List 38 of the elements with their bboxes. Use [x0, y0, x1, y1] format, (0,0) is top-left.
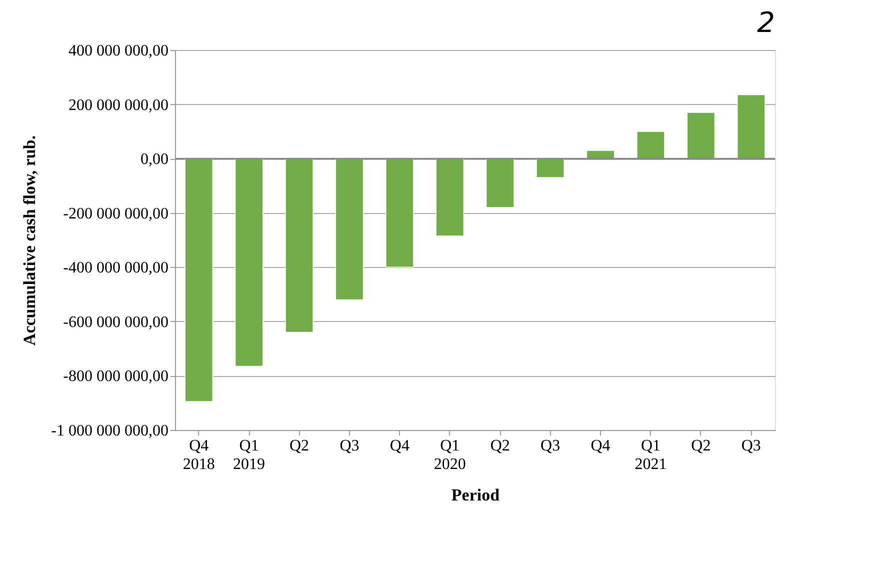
bar: [436, 158, 464, 236]
x-tick-label: Q4: [189, 438, 209, 454]
bar: [686, 112, 716, 159]
x-tick-label: Q4: [390, 438, 410, 454]
bar: [335, 158, 364, 300]
bar: [736, 94, 766, 159]
bar: [285, 158, 314, 333]
x-tick-label: Q3: [340, 438, 360, 454]
x-tick-label: Q4: [590, 438, 610, 454]
bar: [184, 158, 214, 402]
bar: [536, 158, 565, 178]
y-tick-label: -200 000 000,00: [63, 205, 168, 222]
y-tick-label: -1 000 000 000,00: [51, 422, 168, 440]
bar: [234, 158, 264, 367]
x-tick-label: Q3: [741, 438, 761, 454]
bar: [385, 158, 414, 268]
x-tick-label: Q1: [239, 438, 259, 454]
x-tick-label: Q2: [289, 438, 310, 454]
text: 2021: [634, 456, 667, 473]
x-tick-label: Q2: [490, 438, 510, 454]
y-tick-label: -800 000 000,00: [63, 368, 168, 386]
x-tick-label: Q1: [640, 438, 661, 454]
x-tick-label: Q1: [440, 438, 460, 454]
x-tick-label: Q3: [540, 438, 560, 454]
chart-title: 2: [757, 6, 775, 39]
y-tick-label: -400 000 000,00: [63, 260, 168, 277]
y-tick-label: 0,00: [140, 151, 168, 168]
y-tick-label: -600 000 000,00: [63, 314, 168, 331]
bar: [486, 158, 514, 208]
text: 2018: [182, 456, 215, 473]
y-tick-label: 200 000 000,00: [68, 96, 168, 114]
x-tick-label: Q2: [691, 438, 711, 454]
text: 2020: [434, 456, 466, 473]
y-axis-title: Accumulative cash flow, rub.: [20, 135, 40, 346]
text: 2019: [233, 456, 266, 473]
y-tick-label: 400 000 000,00: [68, 42, 168, 60]
x-axis-title: Period: [451, 486, 500, 504]
bar: [636, 131, 665, 159]
